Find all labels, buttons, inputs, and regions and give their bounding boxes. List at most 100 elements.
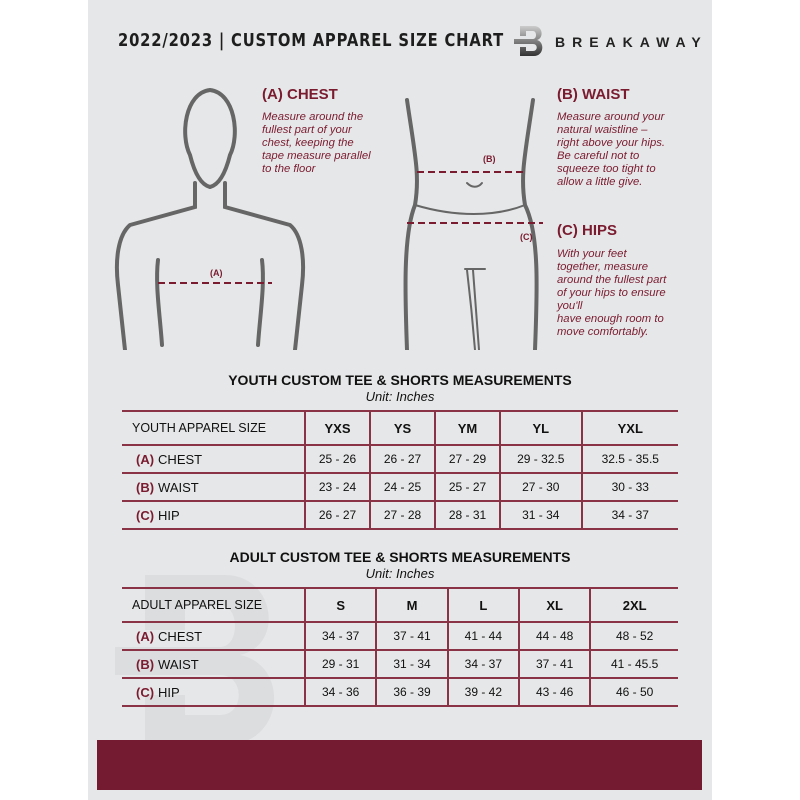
size-label: ADULT APPAREL SIZE	[122, 587, 305, 623]
measurement-value: 34 - 37	[303, 621, 377, 651]
measurement-value: 26 - 27	[369, 444, 435, 474]
hips-marker: (C)	[520, 232, 533, 242]
measurement-value: 27 - 30	[499, 472, 582, 502]
measurement-label: (C) HIP	[122, 677, 305, 707]
measurement-code: (A)	[136, 628, 155, 644]
measurement-code: (B)	[136, 479, 155, 495]
youth-table-unit: Unit: Inches	[365, 389, 435, 404]
chest-heading: (A) CHEST	[262, 86, 338, 103]
measurement-value: 23 - 24	[304, 472, 370, 502]
measurement-value: 29 - 32.5	[499, 444, 582, 474]
table-row: (B) WAIST 23 - 24 24 - 25 25 - 27 27 - 30 30 -…	[122, 472, 678, 502]
size-header: YM	[434, 410, 500, 446]
size-header: YS	[369, 410, 435, 446]
size-header: YXL	[580, 410, 678, 446]
breakaway-logo-icon	[514, 26, 543, 56]
measurement-code: (C)	[136, 684, 155, 700]
measurement-value: 37 - 41	[517, 649, 591, 679]
measurement-name: HIP	[158, 684, 180, 700]
youth-table-title: YOUTH CUSTOM TEE & SHORTS MEASUREMENTS	[228, 372, 572, 388]
measurement-value: 28 - 31	[434, 500, 500, 530]
desc-line: have enough room to	[557, 313, 664, 325]
waist-heading: (B) WAIST	[557, 86, 630, 103]
desc-line: With your feet	[557, 248, 627, 260]
measurement-value: 34 - 36	[303, 677, 377, 707]
hips-description: With your feet together, measure around th…	[557, 248, 666, 339]
desc-line: fullest part of your	[262, 124, 352, 136]
desc-line: natural waistline –	[557, 124, 648, 136]
size-header: XL	[517, 587, 591, 623]
measurement-code: (A)	[136, 451, 155, 467]
size-header: YXS	[304, 410, 370, 446]
chest-figure-illustration	[114, 87, 306, 350]
footer-band	[97, 740, 702, 790]
measurement-value: 30 - 33	[580, 472, 678, 502]
measurement-value: 24 - 25	[369, 472, 435, 502]
desc-line: you'll	[557, 300, 583, 312]
measurement-value: 25 - 26	[304, 444, 370, 474]
measurement-label: (A) CHEST	[122, 621, 305, 651]
measurement-label: (A) CHEST	[122, 444, 305, 474]
table-header-row: ADULT APPAREL SIZE S M L XL 2XL	[122, 587, 678, 623]
table-row: (A) CHEST 25 - 26 26 - 27 27 - 29 29 - 32.5 32…	[122, 444, 678, 474]
measurement-value: 32.5 - 35.5	[580, 444, 678, 474]
measurement-value: 36 - 39	[375, 677, 448, 707]
measurement-name: CHEST	[158, 628, 203, 644]
chest-marker: (A)	[210, 268, 223, 278]
desc-line: Be careful not to	[557, 150, 640, 162]
desc-line: squeeze too tight to	[557, 163, 656, 175]
page-title: 2022/2023 | CUSTOM APPAREL SIZE CHART	[118, 30, 505, 51]
size-header: 2XL	[589, 587, 678, 623]
measurement-value: 29 - 31	[303, 649, 377, 679]
desc-line: Measure around your	[557, 111, 665, 123]
size-header: M	[375, 587, 448, 623]
measurement-value: 34 - 37	[580, 500, 678, 530]
desc-line: to the floor	[262, 163, 316, 175]
desc-line: right above your hips.	[557, 137, 666, 149]
measurement-value: 27 - 29	[434, 444, 500, 474]
size-header: S	[303, 587, 377, 623]
measurement-label: (B) WAIST	[122, 649, 305, 679]
table-header-row: YOUTH APPAREL SIZE YXS YS YM YL YXL	[122, 410, 678, 446]
measurement-value: 48 - 52	[589, 621, 678, 651]
adult-table-title: ADULT CUSTOM TEE & SHORTS MEASUREMENTS	[229, 549, 571, 565]
hips-heading: (C) HIPS	[557, 222, 617, 239]
measurement-code: (C)	[136, 507, 155, 523]
measurement-name: WAIST	[158, 479, 199, 495]
size-label: YOUTH APPAREL SIZE	[122, 410, 305, 446]
desc-line: around the fullest part	[557, 274, 667, 286]
brand-name: BREAKAWAY	[555, 34, 708, 50]
measurement-name: HIP	[158, 507, 180, 523]
waist-hips-figure-illustration	[403, 98, 543, 350]
chest-description: Measure around the fullest part of your ch…	[262, 111, 371, 176]
desc-line: of your hips to ensure	[557, 287, 666, 299]
measurement-value: 31 - 34	[375, 649, 448, 679]
desc-line: chest, keeping the	[262, 137, 354, 149]
measurement-value: 39 - 42	[446, 677, 519, 707]
table-row: (B) WAIST 29 - 31 31 - 34 34 - 37 37 - 41 41 -…	[122, 649, 678, 679]
table-row: (A) CHEST 34 - 37 37 - 41 41 - 44 44 - 48 48 -…	[122, 621, 678, 651]
desc-line: together, measure	[557, 261, 649, 273]
measurement-label: (B) WAIST	[122, 472, 305, 502]
measurement-name: CHEST	[158, 451, 203, 467]
measurement-value: 37 - 41	[375, 621, 448, 651]
measurement-value: 25 - 27	[434, 472, 500, 502]
measurement-value: 31 - 34	[499, 500, 582, 530]
measurement-value: 44 - 48	[517, 621, 591, 651]
waist-marker: (B)	[483, 154, 496, 164]
desc-line: Measure around the	[262, 111, 364, 123]
measurement-value: 27 - 28	[369, 500, 435, 530]
measurement-value: 34 - 37	[446, 649, 519, 679]
measurement-value: 26 - 27	[304, 500, 370, 530]
size-header: L	[446, 587, 519, 623]
desc-line: allow a little give.	[557, 176, 643, 188]
size-header: YL	[499, 410, 582, 446]
measurement-value: 43 - 46	[517, 677, 591, 707]
youth-size-table: YOUTH APPAREL SIZE YXS YS YM YL YXL (A) CHEST 25…	[122, 410, 678, 530]
measurement-value: 41 - 45.5	[589, 649, 678, 679]
measurement-value: 46 - 50	[589, 677, 678, 707]
measurement-label: (C) HIP	[122, 500, 305, 530]
desc-line: tape measure parallel	[262, 150, 371, 162]
measurement-name: WAIST	[158, 656, 199, 672]
adult-table-unit: Unit: Inches	[365, 566, 435, 581]
